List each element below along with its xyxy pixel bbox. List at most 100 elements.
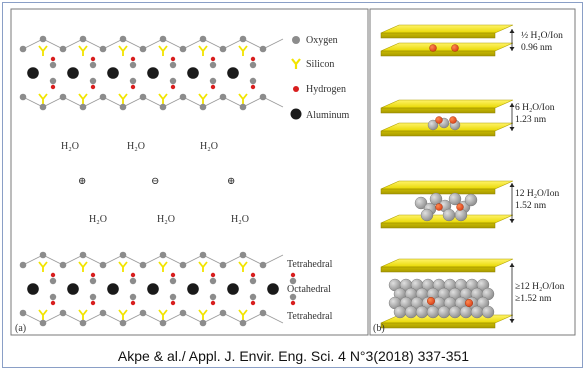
hydrogen-atom <box>130 56 136 62</box>
state-3-spacing: 1.52 nm <box>515 201 547 211</box>
aluminum-atom <box>67 283 79 295</box>
silicon-atom <box>198 93 208 104</box>
oxygen-atom <box>259 309 267 317</box>
state-2-spacing: 1.23 nm <box>515 115 547 125</box>
hydrogen-atom <box>170 300 176 306</box>
oxygen-atom <box>169 77 177 85</box>
state-1-spacing: 0.96 nm <box>521 43 553 53</box>
water-molecule <box>448 192 462 206</box>
oxygen-atom <box>219 45 227 53</box>
oxygen-atom <box>209 61 217 69</box>
oxygen-atom <box>129 277 137 285</box>
silicon-atom <box>238 93 248 104</box>
hydrogen-atom <box>210 56 216 62</box>
oxygen-atom <box>89 61 97 69</box>
oxygen-atom <box>209 277 217 285</box>
cation-sphere <box>435 116 443 124</box>
oxygen-atom <box>169 61 177 69</box>
hydrogen-atom <box>50 300 56 306</box>
oxygen-atom <box>139 93 147 101</box>
water-molecule <box>454 208 468 222</box>
water-label-bottom-3: H₂O <box>231 214 249 225</box>
hydrogen-atom <box>130 84 136 90</box>
water-molecule <box>470 305 484 319</box>
clay-sheet-side <box>380 266 496 273</box>
cation-sphere <box>427 297 436 306</box>
oxygen-atom <box>179 93 187 101</box>
legend-hydrogen: Hydrogen <box>306 84 346 95</box>
silicon-atom <box>38 261 48 272</box>
aluminum-atom <box>67 67 79 79</box>
panel-a-label: (a) <box>15 323 26 334</box>
cation-positive-1: ⊕ <box>78 176 86 187</box>
oxygen-atom <box>209 77 217 85</box>
clay-sheet-side <box>380 322 496 329</box>
lattice-line <box>22 96 284 108</box>
hydrogen-atom <box>50 56 56 62</box>
silicon-atom <box>78 93 88 104</box>
aluminum-atom <box>147 283 159 295</box>
clay-sheet-top <box>380 99 514 109</box>
oxygen-atom <box>199 35 207 43</box>
hydrogen-atom <box>250 56 256 62</box>
label-tetrahedral-top: Tetrahedral <box>287 259 333 270</box>
silicon-icon <box>291 58 301 69</box>
hydrogen-atom <box>250 272 256 278</box>
water-molecule <box>404 305 418 319</box>
oxygen-atom <box>159 319 167 327</box>
water-molecule <box>437 305 451 319</box>
oxygen-atom <box>119 35 127 43</box>
cation-sphere <box>456 203 464 211</box>
oxygen-atom <box>259 93 267 101</box>
cation-sphere <box>451 44 459 52</box>
water-molecule <box>426 305 440 319</box>
water-molecule <box>442 208 456 222</box>
oxygen-atom <box>129 77 137 85</box>
oxygen-atom <box>19 93 27 101</box>
oxygen-atom <box>79 103 87 111</box>
oxygen-atom <box>59 93 67 101</box>
oxygen-atom <box>79 251 87 259</box>
oxygen-atom <box>239 35 247 43</box>
oxygen-atom <box>129 293 137 301</box>
oxygen-atom <box>19 261 27 269</box>
oxygen-atom <box>59 45 67 53</box>
oxygen-atom <box>169 277 177 285</box>
oxygen-atom <box>239 103 247 111</box>
arrow-down-icon <box>509 319 515 323</box>
oxygen-icon <box>292 36 300 44</box>
hydrogen-atom <box>290 300 296 306</box>
silicon-atom <box>158 261 168 272</box>
oxygen-atom <box>119 251 127 259</box>
aluminum-atom <box>227 283 239 295</box>
oxygen-atom <box>99 261 107 269</box>
silicon-atom <box>38 93 48 104</box>
oxygen-atom <box>259 45 267 53</box>
oxygen-atom <box>49 293 57 301</box>
water-label-bottom-2: H₂O <box>157 214 175 225</box>
cation-sphere <box>435 203 443 211</box>
oxygen-atom <box>89 77 97 85</box>
silicon-atom <box>118 261 128 272</box>
legend-silicon: Silicon <box>306 59 334 70</box>
water-molecule <box>448 305 462 319</box>
state-3-water: 12 H₂O/Ion <box>515 189 559 199</box>
oxygen-atom <box>49 277 57 285</box>
oxygen-atom <box>239 319 247 327</box>
clay-sheet-top <box>380 180 514 190</box>
hydrogen-atom <box>170 272 176 278</box>
aluminum-atom <box>27 67 39 79</box>
figure-canvas: Oxygen Silicon Hydrogen Aluminum H₂O H₂O… <box>10 8 576 336</box>
oxygen-atom <box>89 277 97 285</box>
oxygen-atom <box>249 293 257 301</box>
aluminum-atom <box>267 283 279 295</box>
water-molecule <box>393 305 407 319</box>
oxygen-atom <box>199 103 207 111</box>
figure-caption: Akpe & al./ Appl. J. Envir. Eng. Sci. 4 … <box>117 348 470 364</box>
oxygen-atom <box>179 261 187 269</box>
oxygen-atom <box>39 35 47 43</box>
silicon-atom <box>118 93 128 104</box>
oxygen-atom <box>179 309 187 317</box>
oxygen-atom <box>179 45 187 53</box>
oxygen-atom <box>219 261 227 269</box>
